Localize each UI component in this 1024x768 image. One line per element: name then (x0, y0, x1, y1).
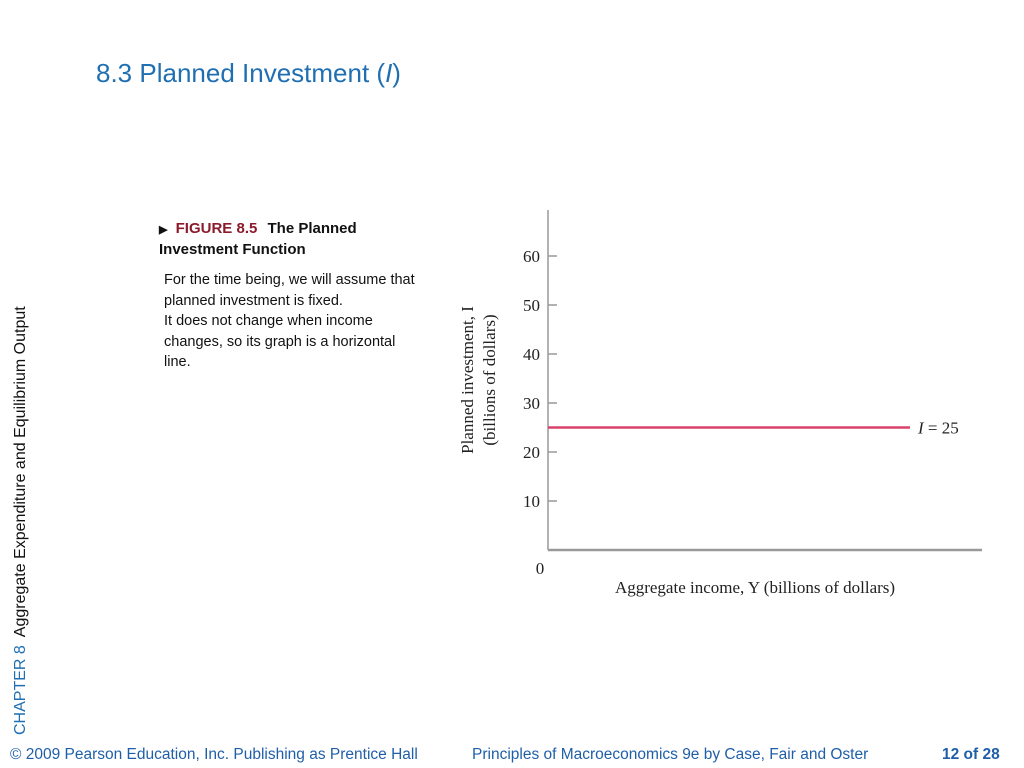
title-suffix: ) (392, 58, 401, 88)
y-tick-label: 20 (523, 443, 540, 462)
figure-description: For the time being, we will assume that … (164, 270, 419, 373)
slide-title: 8.3 Planned Investment (I) (96, 58, 401, 89)
footer-copyright: © 2009 Pearson Education, Inc. Publishin… (10, 746, 418, 763)
figure-label: FIGURE 8.5 (175, 220, 258, 237)
y-tick-label: 30 (523, 394, 540, 413)
y-tick-label: 40 (523, 345, 540, 364)
y-tick-label: 10 (523, 492, 540, 511)
description-line: It does not change when income changes, … (164, 313, 396, 370)
y-ticks: 10 20 30 40 50 60 (523, 247, 557, 511)
y-tick-label: 50 (523, 296, 540, 315)
y-axis-label: Planned investment, I (billions of dolla… (458, 306, 499, 454)
title-italic: I (385, 58, 393, 88)
page-number: 12 of 28 (942, 746, 1000, 763)
y-tick-label: 60 (523, 247, 540, 266)
x-axis-label: Aggregate income, Y (billions of dollars… (615, 578, 895, 597)
figure-caption: ▶ FIGURE 8.5 The Planned Investment Func… (159, 219, 419, 260)
y-axis-label-line2: (billions of dollars) (480, 314, 499, 445)
footer: © 2009 Pearson Education, Inc. Publishin… (0, 744, 1024, 768)
y-axis-label-line1: Planned investment, I (458, 306, 477, 454)
figure-title: The Planned Investment Function (159, 220, 357, 258)
line-label: I = 25 (917, 419, 959, 438)
footer-book: Principles of Macroeconomics 9e by Case,… (472, 746, 869, 763)
origin-label: 0 (536, 559, 545, 578)
caption-arrow-icon: ▶ (159, 224, 168, 236)
title-prefix: 8.3 Planned Investment ( (96, 58, 386, 88)
description-line: For the time being, we will assume that … (164, 272, 415, 309)
